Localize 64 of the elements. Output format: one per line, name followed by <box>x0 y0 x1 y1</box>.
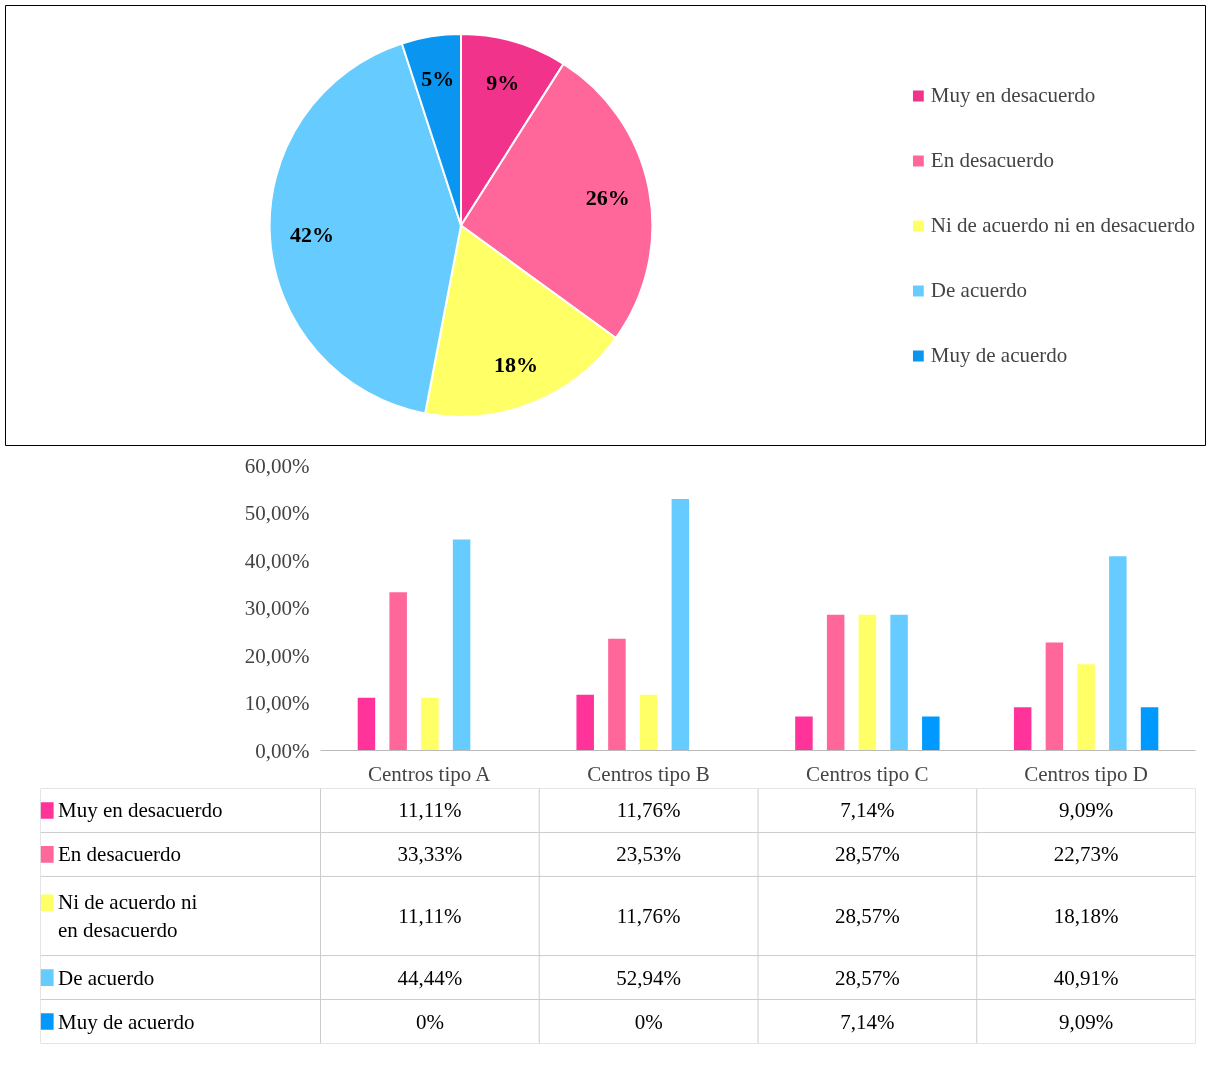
data-label: 11,76% <box>616 798 681 823</box>
x-tick-label: Centros tipo C <box>806 761 929 786</box>
bar <box>1045 642 1064 751</box>
bar <box>639 694 658 751</box>
legend-label: Ni de acuerdo ni en desacuerdo <box>58 890 198 942</box>
data-label: 28,57% <box>835 965 900 990</box>
bar <box>858 614 877 751</box>
legend-label: De acuerdo <box>930 277 1028 303</box>
data-label: 5% <box>421 65 455 91</box>
x-tick-label: Centros tipo A <box>368 761 492 786</box>
data-label: 11,11% <box>398 798 462 823</box>
bar <box>452 539 471 751</box>
legend-label: Muy en desacuerdo <box>58 798 223 823</box>
bar <box>922 716 940 751</box>
data-label: 52,94% <box>616 965 681 990</box>
data-label: 42% <box>290 222 335 248</box>
bar <box>576 694 594 751</box>
bar <box>1077 664 1095 751</box>
data-label: 18,18% <box>1053 904 1119 928</box>
data-label: 28,57% <box>835 904 900 928</box>
bar <box>1140 707 1159 751</box>
data-label: 40,91% <box>1053 965 1119 990</box>
legend-label: Muy en desacuerdo <box>930 82 1096 108</box>
y-tick-label: 60,00% <box>244 453 310 478</box>
legend-label: Muy de acuerdo <box>930 342 1068 368</box>
legend-label: Muy de acuerdo <box>58 1009 195 1034</box>
y-tick-label: 10,00% <box>244 691 310 715</box>
y-tick-label: 0,00% <box>255 738 310 763</box>
bar <box>421 697 439 751</box>
data-label: 33,33% <box>397 842 463 867</box>
x-tick-label: Centros tipo D <box>1024 761 1148 786</box>
y-tick-label: 30,00% <box>244 596 310 620</box>
bar <box>826 614 845 751</box>
data-label: 7,14% <box>840 798 895 823</box>
legend-label: En desacuerdo <box>930 147 1054 173</box>
bar <box>1109 556 1127 751</box>
y-tick-label: 50,00% <box>244 501 310 525</box>
bar <box>1013 707 1032 751</box>
data-label: 9% <box>486 69 520 95</box>
data-label: 26% <box>585 185 630 211</box>
legend-label: Ni de acuerdo ni en desacuerdo <box>930 212 1195 238</box>
data-label: 9,09% <box>1059 1009 1114 1034</box>
data-label: 44,44% <box>397 965 463 990</box>
data-label: 28,57% <box>835 842 900 867</box>
data-label: 0% <box>415 1009 444 1034</box>
bar <box>608 638 626 751</box>
legend-label: En desacuerdo <box>58 842 182 867</box>
data-label: 22,73% <box>1053 842 1119 867</box>
bar <box>671 499 690 751</box>
bar <box>795 716 813 751</box>
bar <box>389 592 407 751</box>
data-label: 18% <box>493 351 538 377</box>
data-label: 23,53% <box>616 842 681 867</box>
data-label: 11,76% <box>616 904 681 928</box>
data-label: 9,09% <box>1059 798 1114 823</box>
x-tick-label: Centros tipo B <box>587 761 710 786</box>
y-tick-label: 40,00% <box>244 548 310 573</box>
data-label: 7,14% <box>840 1009 895 1034</box>
bar <box>890 614 908 751</box>
data-label: 11,11% <box>398 904 462 928</box>
legend-label: De acuerdo <box>58 965 155 990</box>
bar <box>357 697 376 751</box>
y-tick-label: 20,00% <box>244 643 310 668</box>
data-label: 0% <box>634 1009 663 1034</box>
